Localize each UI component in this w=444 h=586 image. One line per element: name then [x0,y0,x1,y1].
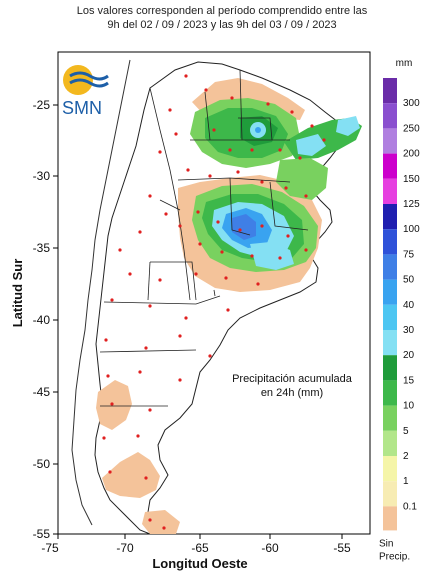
legend-swatch [383,204,397,230]
x-axis: -75 -70 -65 -60 -55 Longitud Oeste [41,534,351,571]
no-precip-area-patagonia-west [96,380,132,430]
y-tick-label: -55 [33,527,51,541]
no-precip-area-patagonia-south [102,452,160,498]
legend-swatch [383,128,397,154]
smn-logo: SMN [62,65,109,118]
legend-label: 250 [403,123,420,134]
legend-swatch [383,380,397,406]
station-markers [102,74,326,530]
no-precip-area-tierra-del-fuego [142,510,180,534]
map-header: Los valores corresponden al período comp… [0,4,444,32]
wave-icon [69,78,109,88]
x-tick-label: -70 [116,541,134,555]
legend-label: 20 [403,350,415,361]
legend-swatch [383,430,397,456]
x-tick-label: -60 [261,541,279,555]
province-borders [99,69,309,407]
legend-label: 150 [403,174,420,185]
chile-coastline [71,59,131,526]
y-axis: -25 -30 -35 -40 -45 -50 -55 Latitud Sur [10,98,58,541]
x-tick-label: -75 [41,541,59,555]
legend-label: 75 [403,249,415,260]
legend-swatch [383,103,397,129]
legend-swatch [383,355,397,381]
legend-label: 2 [403,451,409,462]
legend-label: 0.1 [403,501,417,512]
x-axis-label: Longitud Oeste [152,556,247,571]
legend-label: 30 [403,325,415,336]
header-line-1: Los valores corresponden al período comp… [76,5,368,17]
legend-swatch [383,330,397,356]
legend-label: 10 [403,401,415,412]
y-tick-label: -25 [33,98,51,112]
legend-swatch [383,178,397,204]
legend-unit: mm [396,58,413,69]
legend-swatch [383,405,397,431]
legend-swatch [383,254,397,280]
rain-area-central-peak [232,214,256,240]
rain-area-misiones-core [336,116,360,136]
y-tick-label: -45 [33,385,51,399]
rain-core-north-center [255,127,261,133]
annotation-line-1: Precipitación acumulada [232,373,353,385]
header-line-2: 9h del 02 / 09 / 2023 y las 9h del 03 / … [107,19,337,31]
x-tick-label: -55 [333,541,351,555]
logo-text: SMN [62,98,102,118]
rain-area-central-south-lobe [250,242,294,270]
legend-label: 1 [403,476,409,487]
annotation-line-2: en 24h (mm) [261,387,323,399]
legend-swatch [383,279,397,305]
legend-label: 200 [403,149,420,160]
legend-label: 5 [403,426,409,437]
legend-label: 50 [403,275,415,286]
y-axis-label: Latitud Sur [10,259,25,328]
rain-area-northeast-core [296,134,326,156]
map-content [71,59,362,534]
legend-no-precip-label: Sin [379,538,393,549]
legend-label: 125 [403,199,420,210]
legend-label: 40 [403,300,415,311]
y-tick-label: -40 [33,313,51,327]
color-legend: mm 300 250 200 150 125 100 75 50 40 30 20 15 10 5 2 1 0.… [379,58,420,562]
legend-label: 100 [403,224,420,235]
rain-area-mesopotamia [276,158,328,200]
legend-swatch [383,78,397,104]
legend-swatch [383,481,397,507]
y-tick-label: -35 [33,241,51,255]
legend-swatch [383,304,397,330]
legend-swatch [383,456,397,482]
y-tick-label: -30 [33,169,51,183]
x-tick-label: -65 [191,541,209,555]
y-tick-label: -50 [33,457,51,471]
legend-swatch [383,229,397,255]
legend-swatch-no-precip [383,506,397,531]
legend-swatch [383,153,397,179]
legend-label: 300 [403,98,420,109]
legend-no-precip-label: Precip. [379,551,410,562]
legend-label: 15 [403,375,415,386]
wave-icon [69,71,109,81]
